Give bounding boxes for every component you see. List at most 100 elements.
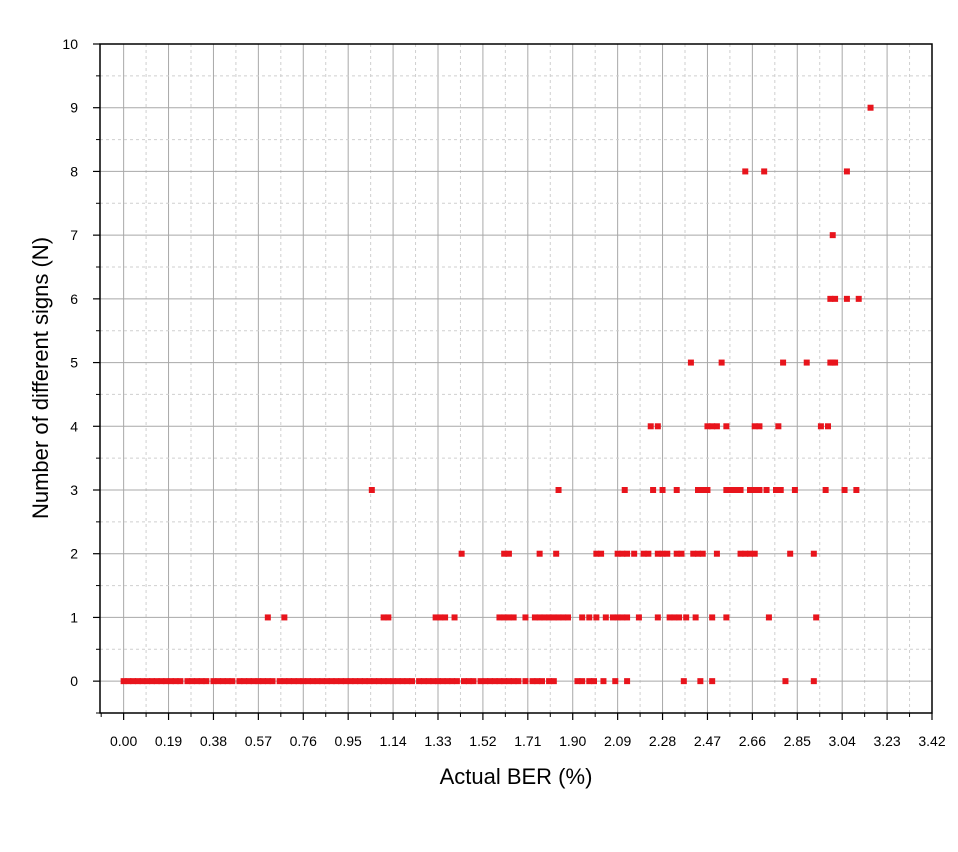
data-point	[751, 550, 758, 557]
data-point	[420, 678, 427, 685]
data-point	[368, 487, 375, 493]
data-point	[539, 678, 545, 685]
data-point	[536, 614, 543, 621]
x-tick-label: 1.33	[424, 733, 451, 749]
x-tick-label: 0.76	[290, 733, 317, 749]
data-point	[453, 678, 460, 685]
data-point	[635, 614, 642, 621]
data-point	[529, 678, 536, 685]
data-point	[704, 487, 711, 493]
data-point	[565, 614, 571, 621]
data-point	[130, 678, 137, 685]
data-point	[728, 487, 735, 493]
data-point	[158, 678, 165, 685]
data-point	[602, 614, 609, 621]
data-point	[189, 678, 196, 685]
data-point	[680, 678, 687, 685]
data-point	[366, 678, 373, 685]
data-point	[482, 678, 489, 685]
data-point	[153, 678, 160, 685]
data-point	[295, 678, 302, 685]
data-point	[631, 550, 638, 557]
x-tick-label: 3.04	[829, 733, 856, 749]
data-point	[593, 550, 600, 557]
data-point	[501, 678, 508, 685]
data-point	[699, 487, 706, 493]
x-tick-label: 2.47	[694, 733, 721, 749]
data-point	[773, 487, 779, 493]
data-point	[477, 678, 484, 685]
data-point	[432, 614, 439, 621]
data-point	[586, 614, 593, 621]
data-point	[451, 614, 458, 621]
data-point	[699, 550, 706, 557]
data-point	[676, 614, 683, 621]
data-point	[394, 678, 401, 685]
x-tick-label: 1.90	[559, 733, 586, 749]
data-point	[357, 678, 363, 685]
data-point	[593, 614, 600, 621]
data-point	[264, 614, 271, 621]
data-point	[697, 678, 704, 685]
data-point	[853, 487, 860, 493]
data-point	[375, 678, 382, 685]
x-tick-label: 3.23	[873, 733, 900, 749]
data-point	[803, 359, 810, 366]
data-point	[371, 678, 378, 685]
x-tick-label: 3.42	[918, 733, 945, 749]
data-point	[624, 550, 631, 557]
data-point	[690, 550, 697, 557]
data-point	[550, 678, 557, 685]
x-tick-label: 2.28	[649, 733, 676, 749]
data-point	[380, 614, 387, 621]
x-tick-label: 0.19	[155, 733, 182, 749]
data-point	[751, 423, 758, 430]
data-point	[314, 678, 321, 685]
data-point	[550, 614, 557, 621]
data-point	[695, 550, 701, 557]
data-point	[328, 678, 335, 685]
data-point	[782, 678, 789, 685]
data-point	[742, 168, 749, 175]
data-point	[843, 295, 850, 302]
data-point	[255, 678, 262, 685]
data-point	[598, 550, 605, 557]
data-point	[737, 487, 744, 493]
plot-frame	[99, 43, 933, 714]
data-point	[609, 614, 616, 621]
data-point	[510, 678, 517, 685]
data-point	[841, 487, 848, 493]
data-point	[385, 614, 392, 621]
data-point	[817, 423, 824, 430]
data-point	[827, 295, 834, 302]
data-point	[742, 550, 749, 557]
data-point	[843, 168, 850, 175]
data-point	[177, 678, 184, 685]
data-point	[347, 678, 354, 685]
data-point	[300, 678, 307, 685]
data-point	[810, 678, 817, 685]
data-point	[416, 678, 423, 685]
data-point	[437, 614, 444, 621]
data-point	[435, 678, 441, 685]
data-point	[536, 550, 543, 557]
data-point	[624, 614, 631, 621]
data-point	[787, 550, 794, 557]
data-point	[305, 678, 311, 685]
data-point	[149, 678, 155, 685]
data-point	[496, 678, 503, 685]
data-point	[553, 550, 560, 557]
data-point	[723, 614, 730, 621]
data-point	[458, 550, 465, 557]
data-point	[671, 614, 678, 621]
data-point	[241, 678, 248, 685]
data-point	[281, 614, 288, 621]
data-point	[659, 550, 666, 557]
data-point	[709, 678, 716, 685]
data-point	[333, 678, 340, 685]
data-point	[855, 295, 862, 302]
data-point	[775, 423, 782, 430]
data-point	[352, 678, 359, 685]
data-point	[621, 487, 628, 493]
